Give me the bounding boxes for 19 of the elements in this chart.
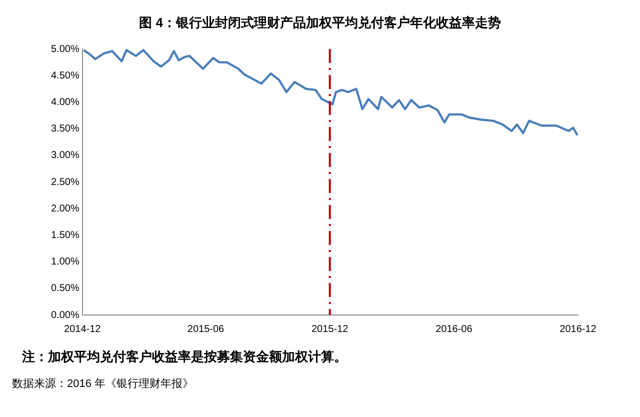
y-tick-label: 3.50% xyxy=(50,124,80,135)
source-note: 数据来源：2016 年《银行理财年报》 xyxy=(12,377,195,391)
y-tick-label: 3.00% xyxy=(50,150,80,162)
y-tick-label: 1.50% xyxy=(50,230,80,241)
x-tick-label: 2014-12 xyxy=(64,324,102,335)
y-tick-label: 2.00% xyxy=(50,203,80,214)
x-tick-label: 2016-06 xyxy=(436,324,473,335)
x-tick-label: 2015-06 xyxy=(187,324,225,335)
y-tick-label: 0.00% xyxy=(50,310,80,321)
y-tick-label: 5.00% xyxy=(50,44,80,55)
y-tick-label: 1.00% xyxy=(50,256,80,268)
text: 注：加权平均兑付客户收益率是按募集资金额加权计算。 xyxy=(22,348,348,366)
y-tick-label: 2.50% xyxy=(50,176,80,188)
x-tick-label: 2015-12 xyxy=(311,324,349,335)
x-tick-label: 2016-12 xyxy=(560,324,597,335)
y-tick-label: 4.00% xyxy=(50,96,80,108)
y-tick-label: 0.50% xyxy=(50,283,80,294)
y-tick-label: 4.50% xyxy=(50,70,80,82)
chart-title: 图 4：银行业封闭式理财产品加权平均兑付客户年化收益率走势 xyxy=(138,14,502,32)
